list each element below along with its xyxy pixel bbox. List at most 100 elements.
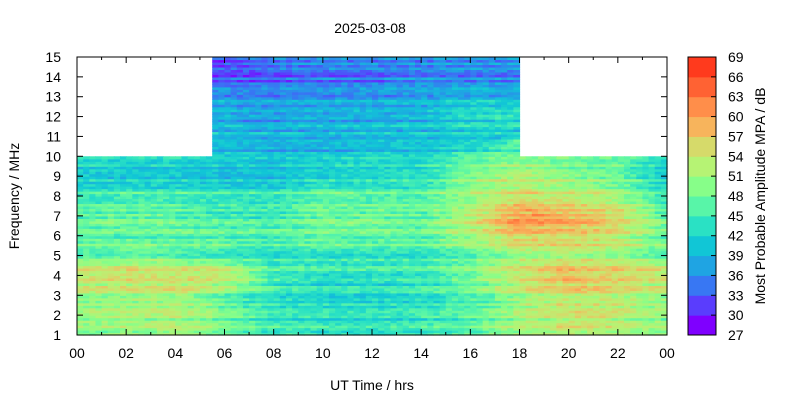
heatmap-cell: [580, 250, 588, 254]
heatmap-cell: [113, 295, 121, 299]
heatmap-cell: [181, 327, 189, 331]
heatmap-cell: [292, 297, 299, 301]
heatmap-cell: [206, 305, 213, 309]
heatmap-cell: [660, 327, 668, 331]
heatmap-cell: [77, 292, 84, 296]
heatmap-cell: [421, 208, 428, 212]
heatmap-cell: [519, 245, 527, 249]
heatmap-cell: [507, 330, 514, 334]
heatmap-cell: [378, 325, 385, 329]
heatmap-cell: [273, 245, 281, 249]
heatmap-cell: [396, 208, 404, 212]
heatmap-cell: [574, 280, 582, 284]
heatmap-cell: [421, 315, 428, 319]
heatmap-cell: [482, 267, 490, 272]
heatmap-cell: [513, 295, 521, 299]
heatmap-cell: [285, 310, 293, 314]
heatmap-cell: [648, 327, 656, 331]
heatmap-cell: [113, 285, 121, 289]
heatmap-cell: [605, 255, 613, 259]
heatmap-cell: [378, 295, 385, 299]
heatmap-cell: [654, 270, 662, 274]
heatmap-cell: [623, 213, 631, 217]
heatmap-cell: [605, 270, 613, 274]
heatmap-cell: [335, 228, 342, 232]
heatmap-cell: [77, 287, 84, 291]
heatmap-cell: [341, 312, 349, 316]
heatmap-cell: [156, 260, 164, 264]
heatmap-cell: [279, 297, 287, 301]
heatmap-cell: [654, 280, 662, 284]
heatmap-cell: [611, 220, 619, 224]
heatmap-cell: [501, 260, 508, 264]
heatmap-cell: [654, 325, 662, 329]
heatmap-cell: [193, 270, 201, 274]
heatmap-cell: [150, 325, 158, 329]
heatmap-cell: [384, 240, 392, 244]
heatmap-cell: [353, 263, 361, 267]
heatmap-cell: [396, 277, 404, 281]
heatmap-cell: [193, 287, 201, 291]
heatmap-cell: [654, 208, 662, 212]
heatmap-cell: [181, 218, 189, 222]
heatmap-cell: [335, 307, 342, 311]
heatmap-cell: [587, 287, 594, 291]
heatmap-cell: [218, 267, 226, 272]
heatmap-cell: [236, 220, 244, 224]
heatmap-cell: [126, 312, 133, 316]
heatmap-cell: [322, 330, 330, 334]
heatmap-cell: [292, 307, 299, 311]
heatmap-cell: [519, 277, 527, 281]
heatmap-cell: [175, 300, 183, 304]
heatmap-cell: [193, 243, 201, 247]
heatmap-cell: [544, 317, 551, 321]
heatmap-cell: [249, 270, 256, 274]
heatmap-cell: [660, 210, 668, 214]
heatmap-cell: [322, 223, 330, 227]
heatmap-cell: [359, 258, 367, 262]
heatmap-cell: [421, 267, 428, 272]
heatmap-cell: [365, 258, 373, 262]
heatmap-cell: [654, 332, 662, 336]
heatmap-cell: [365, 230, 373, 234]
heatmap-cell: [193, 280, 201, 284]
heatmap-cell: [587, 275, 594, 279]
heatmap-cell: [537, 208, 545, 212]
heatmap-cell: [519, 295, 527, 299]
heatmap-cell: [537, 215, 545, 219]
heatmap-cell: [347, 302, 355, 306]
heatmap-cell: [556, 238, 564, 242]
heatmap-cell: [77, 260, 84, 264]
heatmap-cell: [605, 297, 613, 301]
heatmap-cell: [132, 215, 140, 219]
heatmap-cell: [187, 208, 195, 212]
heatmap-cell: [390, 263, 398, 267]
heatmap-cell: [169, 325, 176, 329]
heatmap-cell: [365, 290, 373, 294]
heatmap-cell: [230, 250, 238, 254]
heatmap-cell: [144, 330, 152, 334]
heatmap-cell: [273, 253, 281, 257]
heatmap-cell: [365, 235, 373, 239]
heatmap-cell: [660, 255, 668, 259]
heatmap-cell: [181, 307, 189, 311]
heatmap-cell: [390, 225, 398, 229]
heatmap-cell: [415, 295, 422, 299]
heatmap-cell: [611, 307, 619, 311]
heatmap-cell: [458, 322, 465, 326]
heatmap-cell: [654, 307, 662, 311]
heatmap-cell: [187, 213, 195, 217]
heatmap-cell: [623, 292, 631, 296]
heatmap-cell: [144, 322, 152, 326]
heatmap-cell: [470, 223, 478, 227]
heatmap-cell: [507, 325, 514, 329]
heatmap-cell: [580, 225, 588, 229]
heatmap-cell: [206, 240, 213, 244]
heatmap-cell: [636, 243, 644, 247]
heatmap-cell: [408, 330, 416, 334]
heatmap-cell: [519, 315, 527, 319]
heatmap-cell: [359, 243, 367, 247]
heatmap-cell: [537, 220, 545, 224]
heatmap-cell: [390, 235, 398, 239]
heatmap-cell: [120, 225, 127, 229]
